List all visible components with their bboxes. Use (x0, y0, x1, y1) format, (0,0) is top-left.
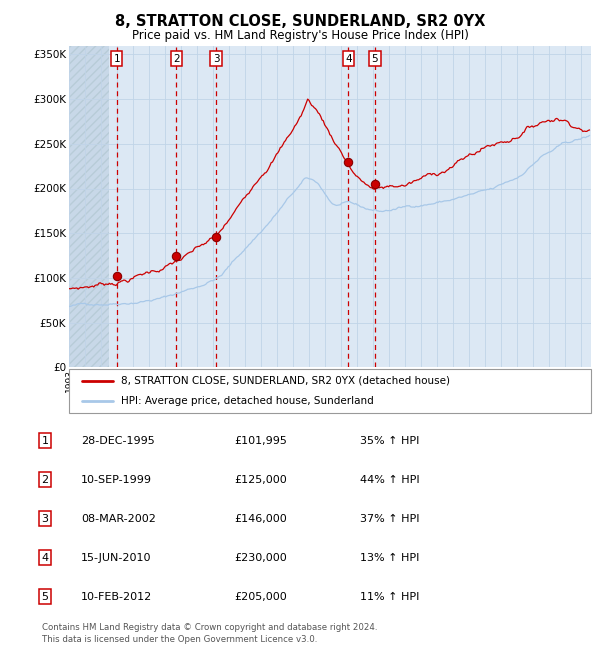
Text: 37% ↑ HPI: 37% ↑ HPI (360, 514, 419, 524)
Text: This data is licensed under the Open Government Licence v3.0.: This data is licensed under the Open Gov… (42, 635, 317, 644)
Text: 10-SEP-1999: 10-SEP-1999 (81, 474, 152, 485)
Text: 5: 5 (41, 592, 49, 602)
Text: 28-DEC-1995: 28-DEC-1995 (81, 436, 155, 446)
Text: £230,000: £230,000 (234, 552, 287, 563)
Text: 1: 1 (113, 53, 120, 64)
Text: 8, STRATTON CLOSE, SUNDERLAND, SR2 0YX: 8, STRATTON CLOSE, SUNDERLAND, SR2 0YX (115, 14, 485, 29)
Text: 5: 5 (371, 53, 379, 64)
Text: 4: 4 (41, 552, 49, 563)
Text: 3: 3 (41, 514, 49, 524)
Bar (69, 46, 109, 367)
Text: 8, STRATTON CLOSE, SUNDERLAND, SR2 0YX (detached house): 8, STRATTON CLOSE, SUNDERLAND, SR2 0YX (… (121, 376, 450, 386)
Text: £125,000: £125,000 (234, 474, 287, 485)
Text: 15-JUN-2010: 15-JUN-2010 (81, 552, 151, 563)
Text: 4: 4 (345, 53, 352, 64)
FancyBboxPatch shape (69, 369, 591, 413)
Text: 13% ↑ HPI: 13% ↑ HPI (360, 552, 419, 563)
Text: 44% ↑ HPI: 44% ↑ HPI (360, 474, 419, 485)
Text: 1: 1 (41, 436, 49, 446)
Text: 3: 3 (212, 53, 220, 64)
Text: 2: 2 (41, 474, 49, 485)
Text: 11% ↑ HPI: 11% ↑ HPI (360, 592, 419, 602)
Text: 10-FEB-2012: 10-FEB-2012 (81, 592, 152, 602)
Text: 2: 2 (173, 53, 179, 64)
Text: £146,000: £146,000 (234, 514, 287, 524)
Text: 35% ↑ HPI: 35% ↑ HPI (360, 436, 419, 446)
Text: HPI: Average price, detached house, Sunderland: HPI: Average price, detached house, Sund… (121, 396, 374, 406)
Text: £205,000: £205,000 (234, 592, 287, 602)
Text: 08-MAR-2002: 08-MAR-2002 (81, 514, 156, 524)
Text: Contains HM Land Registry data © Crown copyright and database right 2024.: Contains HM Land Registry data © Crown c… (42, 623, 377, 632)
Text: £101,995: £101,995 (234, 436, 287, 446)
Text: Price paid vs. HM Land Registry's House Price Index (HPI): Price paid vs. HM Land Registry's House … (131, 29, 469, 42)
